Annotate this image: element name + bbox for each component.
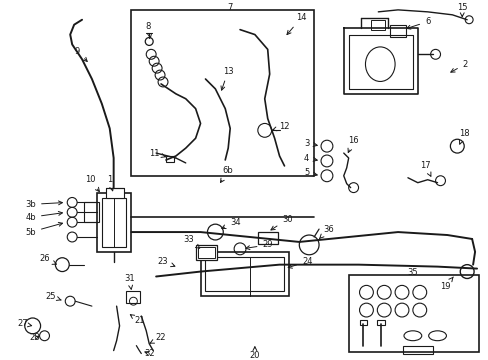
Text: 34: 34 — [222, 218, 240, 229]
Text: 15: 15 — [456, 3, 467, 17]
Text: 20: 20 — [249, 347, 260, 360]
Text: 11: 11 — [148, 149, 165, 158]
Bar — [97, 193, 131, 252]
Text: 21: 21 — [130, 315, 144, 325]
Bar — [84, 202, 99, 222]
Bar — [165, 156, 174, 162]
Text: 18: 18 — [458, 129, 468, 144]
Text: 5b: 5b — [25, 222, 62, 237]
Text: 17: 17 — [420, 161, 430, 176]
Text: 5: 5 — [304, 168, 317, 177]
Text: 2: 2 — [450, 60, 467, 72]
Text: 19: 19 — [439, 277, 452, 291]
Text: 10: 10 — [84, 175, 99, 192]
Text: 16: 16 — [347, 136, 358, 153]
Text: 22: 22 — [150, 333, 166, 343]
Text: 36: 36 — [319, 225, 334, 238]
Bar — [197, 247, 215, 258]
Bar — [402, 346, 432, 354]
Text: 32: 32 — [143, 349, 154, 358]
Bar — [102, 198, 126, 247]
Bar — [370, 20, 385, 30]
Bar — [131, 10, 313, 176]
Bar — [105, 188, 123, 198]
Text: 8: 8 — [145, 22, 151, 38]
Bar — [377, 320, 385, 325]
Text: 12: 12 — [272, 122, 289, 131]
Text: 25: 25 — [45, 292, 61, 301]
Text: 4: 4 — [304, 153, 317, 162]
Text: 26: 26 — [39, 254, 56, 264]
Text: 6b: 6b — [220, 166, 233, 183]
Bar — [348, 275, 478, 352]
Text: 13: 13 — [221, 67, 233, 90]
Text: 14: 14 — [286, 13, 306, 35]
Text: 24: 24 — [287, 257, 312, 268]
Text: 4b: 4b — [25, 211, 62, 222]
Bar — [205, 257, 284, 291]
Text: 6: 6 — [406, 17, 429, 29]
Text: 3b: 3b — [25, 200, 62, 209]
Text: 23: 23 — [158, 257, 175, 267]
Bar — [359, 320, 366, 325]
Bar — [257, 232, 277, 244]
Text: 31: 31 — [124, 274, 135, 289]
Bar — [126, 291, 140, 303]
Text: 33: 33 — [183, 235, 199, 248]
Text: 30: 30 — [270, 215, 292, 230]
Text: 9: 9 — [74, 47, 87, 62]
Text: 3: 3 — [303, 139, 317, 148]
Text: 1: 1 — [107, 175, 113, 191]
Bar — [200, 252, 289, 296]
Text: 35: 35 — [407, 268, 417, 277]
Text: 28: 28 — [29, 333, 40, 342]
Bar — [195, 245, 217, 260]
Bar — [389, 25, 405, 36]
Text: 27: 27 — [18, 319, 32, 328]
Text: 7: 7 — [227, 3, 232, 12]
Text: 29: 29 — [245, 240, 272, 249]
